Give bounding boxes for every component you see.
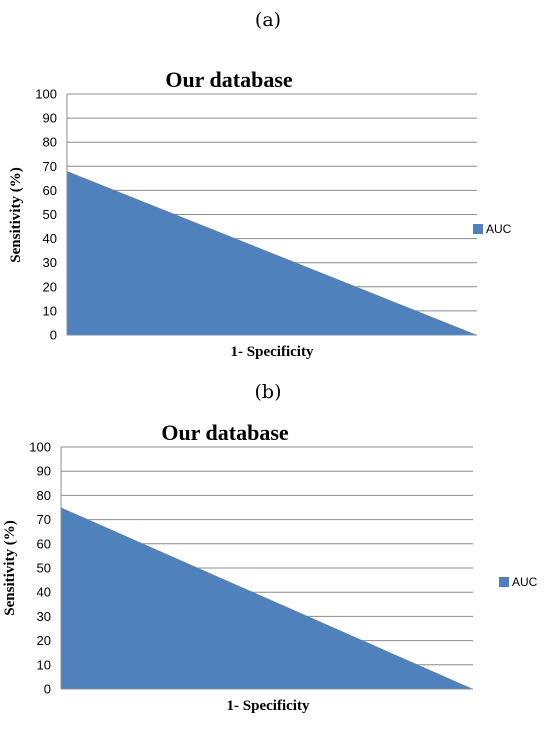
panel-b-legend-label: AUC [512, 575, 538, 589]
panel-a: (a) Our database Sensitivity (%) 1- Spec… [8, 9, 512, 360]
panel-a-plot-area: 0 10 20 30 40 50 60 70 80 90 100 [35, 87, 477, 343]
panel-b-y-tick-label: 50 [37, 561, 51, 576]
panel-a-legend-label: AUC [486, 222, 512, 236]
panel-b-y-tick-label: 60 [37, 536, 51, 551]
panel-a-x-axis-label: 1- Specificity [231, 344, 314, 360]
panel-a-y-tick-label: 0 [50, 328, 57, 343]
panel-b-x-axis-label: 1- Specificity [227, 698, 310, 714]
panel-a-legend: AUC [473, 222, 512, 236]
panel-a-y-tick-label: 100 [35, 87, 57, 102]
panel-b-y-tick-label: 90 [37, 464, 51, 479]
panel-b-chart-title: Our database [161, 420, 289, 445]
panel-b: (b) Our database Sensitivity (%) 1- Spec… [2, 381, 538, 714]
panel-b-y-tick-label: 10 [37, 657, 51, 672]
panel-a-y-tick-label: 30 [43, 255, 57, 270]
panel-b-legend-swatch [499, 577, 509, 587]
panel-b-plot-area: 0 10 20 30 40 50 60 70 80 90 100 [29, 440, 473, 697]
panel-b-y-tick-label: 30 [37, 609, 51, 624]
panel-b-area-series [61, 507, 473, 689]
panel-b-legend: AUC [499, 575, 538, 589]
panel-a-label: (a) [255, 9, 281, 31]
panel-b-y-tick-label: 80 [37, 488, 51, 503]
panel-a-y-tick-label: 10 [43, 303, 57, 318]
panel-a-y-tick-label: 20 [43, 279, 57, 294]
panel-a-y-tick-label: 80 [43, 135, 57, 150]
panel-a-y-tick-label: 90 [43, 111, 57, 126]
panel-b-y-tick-label: 70 [37, 512, 51, 527]
panel-b-y-tick-label: 0 [44, 682, 51, 697]
panel-b-y-axis-label: Sensitivity (%) [2, 520, 18, 615]
panel-b-label: (b) [255, 381, 282, 403]
panel-b-y-tick-label: 20 [37, 633, 51, 648]
panel-a-area-series [67, 171, 477, 335]
panel-a-legend-swatch [473, 224, 483, 234]
panel-a-y-tick-label: 60 [43, 183, 57, 198]
panel-a-y-axis-label: Sensitivity (%) [8, 167, 24, 262]
panel-a-chart-title: Our database [165, 67, 293, 92]
panel-a-y-tick-label: 40 [43, 231, 57, 246]
panel-b-y-tick-label: 100 [29, 440, 51, 455]
panel-a-y-tick-label: 50 [43, 207, 57, 222]
panel-a-y-tick-label: 70 [43, 159, 57, 174]
panel-b-y-tick-label: 40 [37, 585, 51, 600]
